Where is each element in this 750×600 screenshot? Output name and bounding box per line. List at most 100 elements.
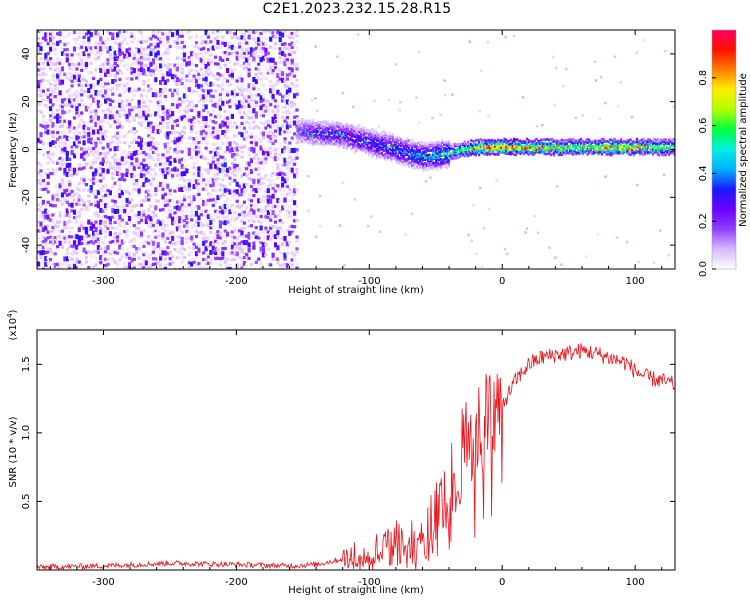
heatmap-cell [438, 147, 441, 150]
heatmap-cell [94, 168, 98, 174]
heatmap-cell [427, 155, 430, 159]
heatmap-cell [436, 152, 439, 156]
heatmap-cell [264, 56, 268, 60]
heatmap-cell [328, 135, 331, 138]
heatmap-cell [478, 186, 482, 190]
heatmap-cell [412, 149, 415, 152]
heatmap-cell [173, 82, 177, 86]
heatmap-cell [173, 148, 177, 152]
heatmap-cell [223, 157, 227, 161]
heatmap-cell [276, 30, 280, 34]
heatmap-cell [101, 172, 105, 176]
heatmap-cell [89, 115, 93, 119]
heatmap-cell [439, 167, 442, 170]
heatmap-cell [524, 147, 527, 151]
heatmap-cell [137, 58, 141, 62]
heatmap-cell [182, 214, 187, 218]
heatmap-cell [388, 132, 391, 135]
heatmap-cell [390, 135, 393, 138]
heatmap-cell [60, 225, 65, 229]
heatmap-cell [108, 63, 112, 67]
heatmap-cell [77, 210, 81, 214]
heatmap-cell [382, 141, 385, 145]
heatmap-cell [278, 168, 282, 172]
heatmap-cell [168, 63, 172, 67]
heatmap-cell [390, 157, 393, 161]
heatmap-cell [156, 113, 160, 117]
heatmap-cell [492, 149, 495, 153]
heatmap-cell [266, 194, 270, 198]
heatmap-cell [194, 84, 199, 88]
heatmap-cell [247, 210, 251, 214]
heatmap-cell [180, 213, 184, 217]
heatmap-cell [398, 138, 401, 142]
heatmap-cell [433, 156, 436, 160]
heatmap-cell [44, 121, 48, 126]
heatmap-cell [233, 236, 237, 240]
heatmap-cell [63, 256, 67, 262]
heatmap-cell [553, 143, 556, 147]
heatmap-cell [194, 104, 199, 108]
heatmap-cell [65, 171, 69, 177]
heatmap-cell [283, 163, 287, 167]
heatmap-cell [197, 242, 201, 246]
heatmap-cell [360, 148, 363, 151]
heatmap-cell [435, 141, 438, 145]
heatmap-cell [151, 150, 155, 155]
heatmap-cell [51, 160, 55, 164]
heatmap-cell [310, 127, 313, 130]
heatmap-cell [430, 163, 433, 167]
heatmap-cell [486, 151, 489, 154]
heatmap-cell [87, 266, 91, 269]
heatmap-cell [216, 248, 220, 252]
heatmap-cell [336, 124, 339, 128]
heatmap-cell [37, 88, 41, 92]
heatmap-cell [290, 189, 294, 194]
heatmap-cell [63, 130, 67, 134]
heatmap-cell [414, 142, 417, 145]
heatmap-cell [159, 115, 163, 119]
heatmap-cell [252, 30, 256, 34]
heatmap-cell [218, 188, 222, 192]
heatmap-cell [242, 267, 246, 269]
heatmap-cell [503, 149, 506, 153]
heatmap-cell [46, 230, 50, 234]
heatmap-cell [216, 127, 220, 131]
heatmap-cell [216, 172, 220, 176]
heatmap-cell [75, 151, 79, 156]
heatmap-cell [46, 129, 50, 135]
heatmap-cell [125, 203, 129, 207]
heatmap-cell [70, 257, 74, 261]
heatmap-cell [290, 45, 294, 49]
heatmap-cell [290, 230, 294, 234]
heatmap-cell [377, 125, 380, 128]
heatmap-cell [161, 142, 165, 146]
heatmap-cell [288, 42, 292, 47]
heatmap-cell [436, 140, 439, 144]
heatmap-cell [120, 209, 124, 213]
heatmap-cell [147, 188, 151, 193]
heatmap-cell [444, 160, 447, 164]
heatmap-cell [204, 188, 208, 192]
heatmap-cell [436, 155, 439, 158]
heatmap-cell [396, 154, 399, 157]
heatmap-cell [336, 121, 339, 124]
heatmap-cell [366, 132, 369, 136]
heatmap-cell [388, 156, 391, 159]
heatmap-cell [139, 61, 144, 67]
heatmap-cell [549, 142, 552, 146]
heatmap-cell [192, 126, 196, 130]
heatmap-cell [339, 134, 342, 138]
heatmap-cell [106, 245, 110, 251]
heatmap-cell [439, 141, 442, 145]
heatmap-cell [49, 36, 53, 42]
heatmap-cell [75, 129, 79, 133]
heatmap-cell [190, 229, 194, 233]
heatmap-cell [259, 182, 263, 186]
heatmap-cell [144, 183, 148, 187]
heatmap-cell [206, 218, 211, 222]
heatmap-cell [211, 245, 215, 251]
heatmap-cell [259, 241, 263, 245]
heatmap-cell [420, 147, 423, 150]
heatmap-cell [326, 137, 329, 141]
